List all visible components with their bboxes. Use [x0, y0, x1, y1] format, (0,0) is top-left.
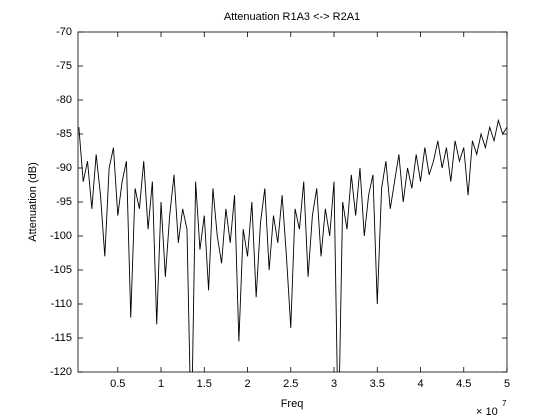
y-tick-label: -70 — [56, 26, 72, 38]
y-tick-label: -100 — [50, 230, 72, 242]
y-tick-label: -120 — [50, 366, 72, 378]
x-tick-label: 0.5 — [110, 378, 125, 390]
y-tick-label: -95 — [56, 196, 72, 208]
x-tick-label: 1 — [158, 378, 164, 390]
y-tick-label: -115 — [51, 332, 72, 344]
y-tick-label: -105 — [50, 264, 72, 276]
x-tick-label: 3.5 — [370, 378, 385, 390]
data-line — [78, 118, 507, 372]
plot-area — [77, 31, 508, 373]
x-tick-label: 4 — [417, 378, 423, 390]
y-axis-label: Attenuation (dB) — [27, 162, 39, 242]
x-tick-label: 5 — [504, 378, 510, 390]
chart-title: Attenuation R1A3 <-> R2A1 — [224, 11, 360, 23]
y-tick-label: -80 — [56, 94, 72, 106]
y-tick-label: -75 — [56, 60, 72, 72]
x-multiplier: × 10 — [476, 406, 498, 418]
x-tick-label: 2.5 — [283, 378, 298, 390]
x-tick-label: 1.5 — [197, 378, 212, 390]
y-tick-label: -85 — [56, 128, 72, 140]
y-tick-label: -90 — [56, 162, 72, 174]
x-tick-label: 3 — [331, 378, 337, 390]
x-multiplier-exponent: 7 — [502, 399, 507, 408]
x-tick-label: 4.5 — [456, 378, 471, 390]
x-tick-label: 2 — [244, 378, 250, 390]
x-axis-label: Freq — [281, 398, 304, 410]
y-tick-label: -110 — [51, 298, 72, 310]
